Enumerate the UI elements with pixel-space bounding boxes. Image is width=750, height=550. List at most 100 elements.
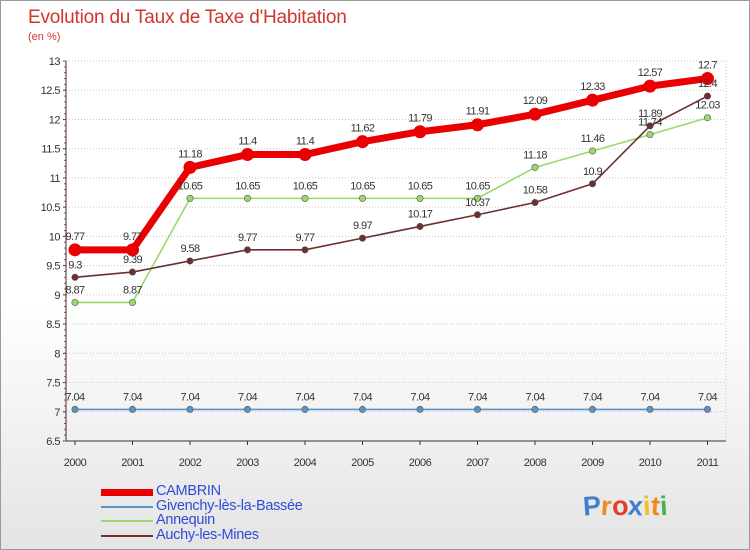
data-label: 9.77 [65,231,84,243]
data-point [244,194,252,202]
data-point [588,180,596,188]
y-tick-label: 10 [49,231,61,243]
data-point [186,194,194,202]
data-label: 9.39 [123,254,142,266]
data-point [703,92,711,100]
x-tick-label: 2003 [236,457,259,469]
data-point [358,405,366,413]
y-tick-label: 7 [54,407,60,419]
data-label: 10.65 [350,180,375,192]
logo-letter: P [581,490,603,522]
data-label: 11.18 [523,149,547,161]
legend-swatch [101,489,153,496]
data-label: 10.65 [293,180,318,192]
logo-letter: i [658,490,669,522]
data-point [129,298,137,306]
data-point [531,163,539,171]
y-tick-label: 13 [49,56,61,68]
data-point [701,72,714,86]
data-label: 11.74 [638,117,662,129]
data-point [413,125,427,139]
y-tick-label: 8.5 [46,319,60,331]
series-points [68,72,714,413]
x-tick-label: 2007 [466,457,489,469]
data-point [183,160,197,174]
legend-swatch [101,534,153,537]
data-labels: 9.77 9.77 11.18 11.4 11.4 11.62 11.79 11.91 12.0… [65,60,720,404]
data-label: 7.04 [295,391,314,403]
data-label: 10.65 [465,180,490,192]
data-point [473,405,481,413]
data-point [531,405,539,413]
x-tick-label: 2010 [639,457,662,469]
data-point [416,222,424,230]
data-label: 11.46 [581,133,605,145]
data-label: 11.4 [296,136,315,148]
data-point [473,211,481,219]
y-tick-label: 8 [54,348,60,360]
x-tick-label: 2005 [351,457,374,469]
data-point [241,148,254,162]
data-label: 7.04 [640,391,659,403]
grid [65,60,727,442]
data-point [129,405,137,413]
data-label: 12.09 [523,95,548,107]
data-label: 11.18 [178,148,202,160]
chart-subtitle: (en %) [28,31,61,43]
data-point [416,194,424,202]
data-label: 10.9 [583,166,602,178]
chart-title: Evolution du Taux de Taxe d'Habitation [28,7,347,28]
legend-swatch [101,505,153,508]
data-label: 12.4 [698,78,717,90]
x-tick-label: 2006 [409,457,432,469]
legend-label: CAMBRIN [156,483,221,499]
data-point [586,93,599,107]
data-point [643,79,657,93]
data-point [301,194,309,202]
series-lines [71,75,711,411]
data-label: 8.87 [65,284,84,296]
data-point [71,273,79,281]
legend-label: Givenchy-lès-la-Bassée [156,497,303,514]
data-label: 7.04 [65,391,84,403]
data-point [531,198,539,206]
data-point [588,405,596,413]
data-label: 9.77 [123,231,142,243]
data-point [301,246,309,254]
data-label: 12.57 [638,67,663,79]
data-point [186,257,194,265]
y-tick-label: 6.5 [46,436,60,448]
data-point [358,194,366,202]
data-point [646,122,654,130]
y-tick-label: 11.5 [41,144,60,156]
data-point [358,234,366,242]
x-tick-label: 2011 [697,457,719,469]
legend-swatch [101,520,153,522]
data-label: 12.7 [698,60,717,72]
y-tick-label: 9.5 [46,261,60,273]
data-label: 7.04 [180,391,199,403]
data-label: 10.37 [465,197,490,209]
data-point [356,135,369,149]
data-label: 8.87 [123,284,142,296]
x-tick-label: 2000 [64,457,87,469]
data-label: 9.58 [180,243,199,255]
series-line-0 [71,75,711,254]
data-point [68,243,82,257]
x-tick-label: 2009 [581,457,604,469]
data-point [646,405,654,413]
data-label: 12.03 [695,100,720,112]
legend-label: Auchy-les-Mines [156,526,259,543]
x-tick-label: 2004 [294,457,317,469]
data-label: 7.04 [698,391,717,403]
data-point [71,405,79,413]
data-label: 9.77 [238,232,257,244]
data-label: 7.04 [123,391,142,403]
data-point [528,107,542,121]
data-label: 7.04 [353,391,372,403]
y-tick-label: 9 [54,290,60,302]
x-tick-label: 2001 [121,457,144,469]
data-point [129,268,137,276]
